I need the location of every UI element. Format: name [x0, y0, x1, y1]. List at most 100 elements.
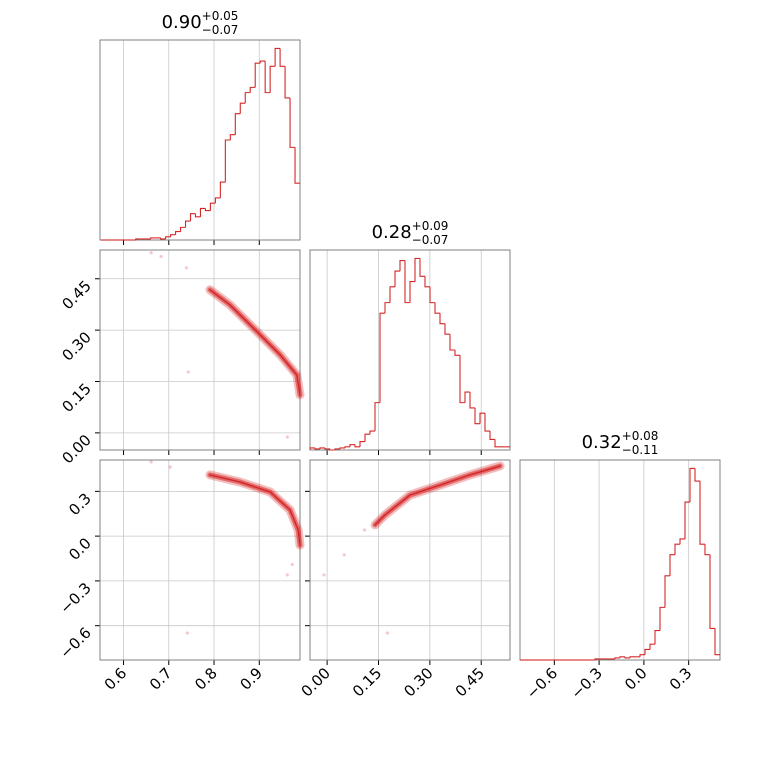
hist-step: [689, 467, 695, 503]
y-tick-label: 0.30: [58, 328, 94, 364]
hist-step: [424, 276, 430, 288]
hist-step: [319, 447, 325, 449]
sample-point: [290, 562, 294, 567]
hist-step: [165, 236, 171, 239]
y-tick-label: 0.00: [58, 431, 94, 467]
hist-step: [284, 66, 291, 99]
hist-step: [404, 260, 410, 304]
hist-step: [314, 447, 320, 450]
title-lower: −0.07: [202, 23, 239, 37]
sample-point: [285, 435, 289, 439]
sample-point: [186, 370, 190, 374]
hist-step: [434, 302, 440, 314]
hist-step: [369, 430, 375, 435]
sample-point: [184, 266, 189, 270]
hist-step: [414, 257, 420, 282]
hist-step: [464, 391, 470, 403]
sample-point: [159, 254, 163, 259]
hist-step: [219, 181, 226, 198]
hist-step: [454, 350, 460, 356]
sample-point: [149, 460, 153, 464]
hist-step: [229, 134, 236, 140]
sample-point: [285, 573, 289, 577]
hist-step: [684, 501, 690, 539]
hist-step: [324, 447, 330, 450]
hist-step: [384, 302, 390, 314]
hist-step: [489, 431, 495, 441]
sample-point: [168, 465, 172, 469]
hist-step: [184, 220, 191, 228]
hist-step: [594, 658, 600, 660]
hist-step: [694, 468, 700, 482]
hist-step: [494, 439, 500, 448]
hist-step: [389, 286, 395, 303]
panel-title: 0.32+0.08 −0.11: [582, 429, 659, 457]
hist-step: [469, 392, 475, 409]
title-value: 0.32: [582, 432, 622, 453]
title-value: 0.90: [162, 12, 202, 33]
hist-step: [409, 281, 415, 303]
hist-step: [334, 448, 340, 450]
hist-step: [614, 657, 620, 659]
panel-title: 0.90+0.05 −0.07: [162, 9, 239, 37]
hist-step: [189, 213, 196, 222]
hist-step: [444, 323, 450, 335]
title-upper: +0.05: [202, 9, 239, 23]
x-tick-label: 0.30: [400, 664, 436, 700]
hist-step: [354, 444, 360, 448]
sample-point: [185, 631, 189, 635]
hist-step: [224, 139, 231, 183]
hist-step: [199, 207, 206, 217]
title-lower: −0.11: [622, 443, 659, 457]
panel-frame: [309, 249, 511, 451]
hist-step: [150, 237, 156, 239]
panel-frame: [99, 249, 301, 451]
y-tick-label: −0.3: [56, 579, 94, 617]
panel-title: 0.28+0.09 −0.07: [372, 219, 449, 247]
hist-step: [439, 313, 445, 325]
hist-step: [244, 92, 251, 104]
x-tick-label: 0.0: [621, 664, 651, 694]
hist-step: [484, 413, 490, 432]
hist-step: [449, 334, 455, 351]
density-band: [205, 285, 305, 400]
hist-step: [269, 65, 276, 93]
hist-step: [234, 113, 241, 135]
hist-step: [379, 312, 385, 403]
hist-step: [364, 433, 370, 442]
hist-step: [329, 448, 335, 451]
hist-step: [674, 543, 680, 555]
hist-step: [654, 629, 660, 645]
y-tick-label: 0.45: [58, 277, 94, 313]
sample-point: [362, 528, 367, 532]
y-tick-label: 0.0: [65, 534, 95, 564]
hist-step: [474, 407, 480, 425]
hist-step: [204, 208, 211, 212]
hist-step: [699, 481, 705, 545]
x-tick-label: 0.7: [146, 664, 176, 694]
hist-step: [289, 97, 296, 148]
hist-step: [175, 231, 181, 235]
panel-frame: [309, 459, 511, 661]
hist-step: [644, 648, 650, 655]
panel-frame: [99, 39, 301, 241]
hist-step: [274, 47, 281, 67]
hist-step: [249, 86, 256, 93]
hist-step: [339, 447, 345, 449]
hist-step: [664, 575, 670, 608]
y-tick-label: 0.15: [58, 380, 94, 416]
hist-step: [160, 237, 166, 240]
hist-step: [619, 656, 625, 658]
hist-step: [349, 444, 355, 447]
hist-step: [479, 412, 485, 424]
hist-step: [639, 654, 645, 657]
hist-step: [359, 441, 365, 447]
hist-step: [624, 656, 630, 659]
hist-step: [309, 447, 315, 450]
x-tick-label: −0.3: [567, 664, 605, 702]
hist-step: [170, 234, 176, 237]
panel-frame: [99, 459, 301, 661]
hist-step: [459, 355, 465, 404]
y-tick-label: −0.6: [56, 624, 94, 662]
sample-point: [342, 553, 346, 557]
